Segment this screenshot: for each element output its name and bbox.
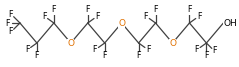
Text: F: F: [95, 12, 100, 21]
Text: F: F: [25, 45, 29, 54]
Text: F: F: [35, 52, 39, 61]
Text: O: O: [118, 18, 125, 27]
Text: F: F: [42, 12, 46, 21]
Text: F: F: [6, 18, 10, 27]
Text: OH: OH: [223, 18, 237, 27]
Text: F: F: [93, 45, 97, 54]
Text: F: F: [197, 12, 201, 21]
Text: F: F: [187, 5, 192, 14]
Text: F: F: [136, 52, 141, 61]
Text: F: F: [153, 5, 158, 14]
Text: F: F: [144, 12, 148, 21]
Text: F: F: [194, 45, 199, 54]
Text: F: F: [103, 52, 107, 61]
Text: F: F: [212, 46, 217, 55]
Text: F: F: [146, 45, 151, 54]
Text: O: O: [67, 39, 74, 48]
Text: F: F: [52, 5, 56, 14]
Text: F: F: [8, 10, 12, 19]
Text: O: O: [169, 39, 176, 48]
Text: F: F: [86, 5, 90, 14]
Text: F: F: [8, 27, 12, 36]
Text: F: F: [204, 52, 209, 61]
